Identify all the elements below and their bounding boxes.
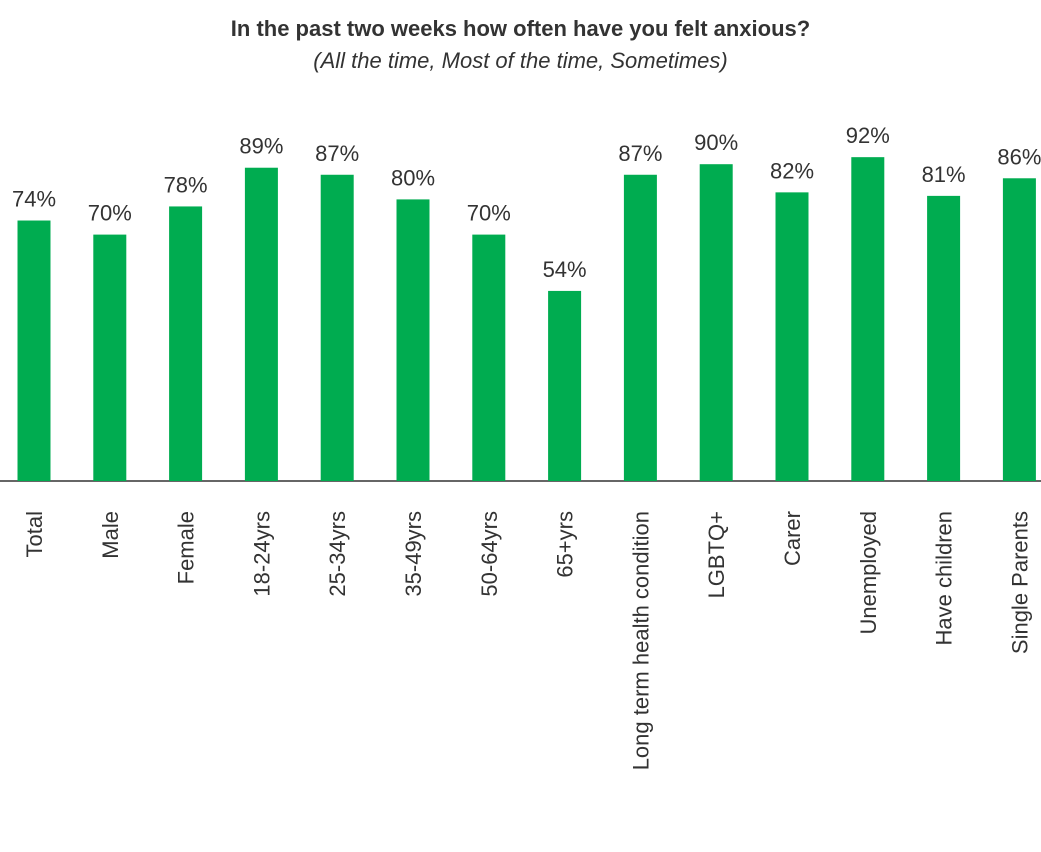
category-label: Single Parents (1007, 511, 1032, 654)
data-label: 74% (12, 187, 56, 212)
category-label: LGBTQ+ (704, 511, 729, 598)
data-label: 86% (997, 144, 1041, 169)
bar (169, 206, 203, 481)
bar (244, 167, 278, 481)
category-label: 50-64yrs (477, 511, 502, 597)
category-label: 35-49yrs (401, 511, 426, 597)
data-label: 87% (315, 141, 359, 166)
category-label: Female (174, 511, 199, 584)
bar (548, 290, 582, 481)
category-label: Have children (932, 511, 957, 646)
bar (472, 234, 506, 481)
bar (17, 220, 51, 481)
data-label: 80% (391, 165, 435, 190)
category-label: Unemployed (856, 511, 881, 635)
data-label: 70% (467, 201, 511, 226)
bar (775, 192, 809, 482)
data-label: 54% (543, 257, 587, 282)
bar (623, 174, 657, 481)
data-label: 92% (846, 123, 890, 148)
bar (699, 164, 733, 481)
data-label: 89% (239, 134, 283, 159)
data-label: 82% (770, 158, 814, 183)
category-label: 18-24yrs (249, 511, 274, 597)
category-label: 25-34yrs (325, 511, 350, 597)
bar (320, 174, 354, 481)
category-label: Total (22, 511, 47, 557)
bar (1002, 178, 1036, 481)
data-label: 78% (164, 172, 208, 197)
category-label: Carer (780, 511, 805, 566)
data-label: 87% (618, 141, 662, 166)
category-label: Long term health condition (628, 511, 653, 770)
category-label: 65+yrs (553, 511, 578, 578)
chart-title: In the past two weeks how often have you… (230, 16, 811, 41)
bar (396, 199, 430, 481)
bar (93, 234, 127, 481)
data-label: 81% (922, 162, 966, 187)
bar (927, 195, 961, 481)
bar (851, 157, 885, 481)
data-label: 90% (694, 130, 738, 155)
chart-subtitle: (All the time, Most of the time, Sometim… (313, 48, 728, 73)
category-label: Male (98, 511, 123, 559)
data-label: 70% (88, 201, 132, 226)
